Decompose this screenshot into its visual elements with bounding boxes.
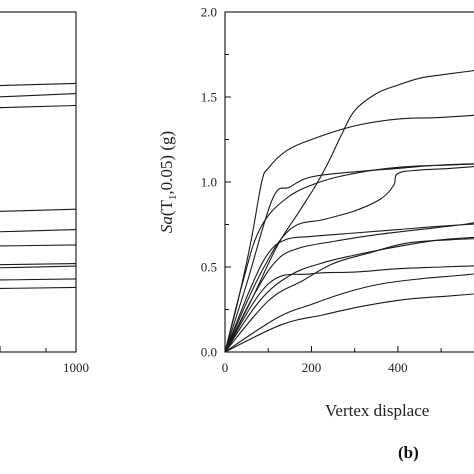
panel-b-series-12: [225, 163, 474, 352]
panel-b-x-tick-label: 0: [222, 360, 229, 375]
panel-a-curves: [0, 82, 77, 290]
panel-a-series-9: [0, 278, 77, 281]
panel-label-b: (b): [398, 443, 419, 462]
panel-a-series-10: [0, 286, 77, 290]
panel-b-series-9: [225, 265, 474, 352]
panel-b-series-10: [225, 273, 474, 352]
panel-a-series-1: [0, 82, 77, 87]
panel-b-series-8: [225, 238, 474, 352]
panel-b-frame: [224, 11, 474, 353]
panel-a-series-2: [0, 93, 77, 98]
panel-b: 0.0 0.5 1.0 1.5 2.0 0 200 400 Sa(T1,0.05) (g) V…: [157, 5, 474, 462]
panel-a-ticks: 1000: [0, 346, 89, 375]
panel-a-series-4: [0, 208, 77, 212]
panel-b-y-tick-label: 0.5: [201, 260, 217, 275]
panel-b-y-tick-label: 1.5: [201, 90, 217, 105]
panel-b-x-tick-label: 400: [388, 360, 408, 375]
panel-b-series-4: [225, 165, 474, 352]
panel-b-ticks: 0.0 0.5 1.0 1.5 2.0 0 200 400: [201, 5, 442, 375]
panel-b-curves: [225, 70, 474, 352]
panel-b-y-tick-label: 2.0: [201, 5, 217, 20]
panel-b-series-1: [225, 114, 474, 352]
panel-a-series-3: [0, 104, 77, 109]
panel-b-y-tick-label: 1.0: [201, 175, 217, 190]
x-axis-label: Vertex displace: [325, 401, 429, 420]
panel-a-series-5: [0, 229, 77, 233]
panel-a-series-8: [0, 265, 77, 269]
panel-b-series-7: [225, 236, 474, 352]
panel-a-series-7: [0, 263, 77, 266]
panel-b-series-11: [225, 293, 474, 352]
y-axis-label: Sa(T1,0.05) (g): [157, 131, 179, 233]
panel-b-series-6: [225, 222, 474, 352]
panel-b-y-tick-label: 0.0: [201, 345, 217, 360]
panel-b-series-5: [225, 223, 474, 352]
panel-b-x-tick-label: 200: [302, 360, 322, 375]
panel-a-x-tick-label: 1000: [63, 360, 89, 375]
panel-a-series-6: [0, 244, 77, 247]
panel-a-frame: [0, 11, 77, 353]
panel-a: 1000: [0, 11, 89, 375]
